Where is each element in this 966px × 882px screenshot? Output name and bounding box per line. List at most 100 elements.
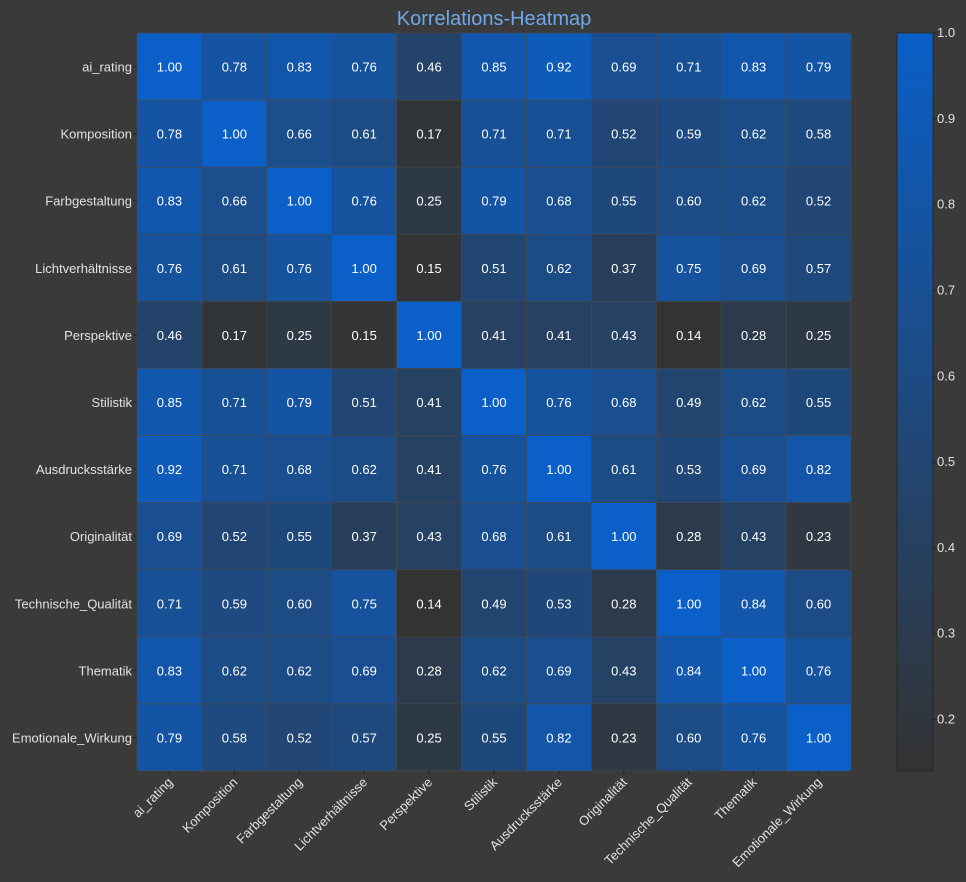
heatmap-cell <box>331 233 397 302</box>
cell-value-label: 0.62 <box>287 663 312 678</box>
cell-value-label: 1.00 <box>676 596 701 611</box>
cell-value-label: 0.28 <box>416 663 441 678</box>
cell-value-label: 1.00 <box>611 529 636 544</box>
heatmap-cell <box>526 636 592 705</box>
heatmap-cell <box>201 233 268 302</box>
heatmap-cell <box>266 636 333 705</box>
cell-value-label: 1.00 <box>546 462 571 477</box>
colorbar-tick-label: 0.8 <box>937 197 955 212</box>
cell-value-label: 0.75 <box>676 261 701 276</box>
cell-value-label: 0.61 <box>352 127 377 142</box>
cell-value-label: 0.66 <box>222 194 247 209</box>
cell-value-label: 0.71 <box>546 127 571 142</box>
heatmap-cell <box>266 233 333 302</box>
cell-value-label: 0.55 <box>611 194 636 209</box>
heatmap-cell <box>785 99 852 168</box>
cell-value-label: 0.41 <box>546 328 571 343</box>
heatmap-cell <box>396 435 462 503</box>
row-label: Thematik <box>79 663 133 678</box>
cell-value-label: 0.49 <box>481 596 506 611</box>
heatmap-cell <box>720 233 787 302</box>
cell-value-label: 0.61 <box>222 261 247 276</box>
heatmap-cell <box>720 502 787 571</box>
cell-value-label: 0.62 <box>481 663 506 678</box>
cell-value-label: 0.51 <box>352 395 377 410</box>
cell-value-label: 0.61 <box>611 462 636 477</box>
column-label: Komposition <box>179 775 240 836</box>
heatmap-cell <box>461 502 527 571</box>
cell-value-label: 0.55 <box>481 730 506 745</box>
cell-value-label: 0.49 <box>676 395 701 410</box>
heatmap-cell <box>526 166 592 235</box>
heatmap-cell <box>396 166 462 235</box>
cell-value-label: 0.62 <box>741 194 766 209</box>
colorbar-gradient <box>896 32 934 772</box>
cell-value-label: 0.66 <box>287 127 312 142</box>
heatmap-cell <box>136 166 203 235</box>
heatmap-cell <box>526 368 592 436</box>
heatmap-cell <box>331 435 397 503</box>
cell-value-label: 1.00 <box>481 395 506 410</box>
cell-value-label: 0.23 <box>806 529 831 544</box>
cell-value-label: 0.41 <box>416 395 441 410</box>
heatmap-cell <box>331 32 397 101</box>
heatmap-cell <box>526 435 592 503</box>
cell-value-label: 0.25 <box>416 194 441 209</box>
cell-value-label: 1.00 <box>287 194 312 209</box>
cell-value-label: 0.71 <box>157 596 182 611</box>
heatmap-cell <box>201 703 268 772</box>
cell-value-label: 1.00 <box>352 261 377 276</box>
column-label: Thematik <box>711 774 760 823</box>
cell-value-label: 0.60 <box>676 730 701 745</box>
cell-value-label: 0.58 <box>806 127 831 142</box>
heatmap-cell <box>331 703 397 772</box>
heatmap-cell <box>136 435 203 503</box>
cell-value-label: 0.51 <box>481 261 506 276</box>
cell-value-label: 0.68 <box>611 395 636 410</box>
colorbar-tick-label: 0.2 <box>937 712 955 727</box>
cell-value-label: 0.83 <box>741 60 766 75</box>
heatmap-cell <box>461 32 527 101</box>
cell-value-label: 0.79 <box>481 194 506 209</box>
heatmap-cell <box>331 301 397 369</box>
column-labels: ai_rating KompositionFarbgestaltungLichtv… <box>130 771 825 870</box>
cell-value-label: 0.76 <box>157 261 182 276</box>
heatmap-cell <box>526 502 592 571</box>
cell-value-label: 0.85 <box>157 395 182 410</box>
heatmap-cell <box>785 636 852 705</box>
row-label: Technische_Qualität <box>15 596 132 611</box>
heatmap-cell <box>461 435 527 503</box>
cell-value-label: 0.57 <box>352 730 377 745</box>
heatmap-cell <box>461 301 527 369</box>
heatmap-cell <box>655 301 722 369</box>
heatmap-cell <box>591 703 657 772</box>
heatmap-cell <box>201 368 268 436</box>
colorbar-tick-label: 0.4 <box>937 540 955 555</box>
cell-value-label: 0.78 <box>157 127 182 142</box>
cell-value-label: 0.71 <box>676 60 701 75</box>
cell-value-label: 0.85 <box>481 60 506 75</box>
heatmap-cell <box>396 233 462 302</box>
heatmap-cell <box>461 636 527 705</box>
heatmap-cell <box>591 32 657 101</box>
heatmap-cell <box>785 233 852 302</box>
cell-value-label: 0.69 <box>546 663 571 678</box>
cell-value-label: 1.00 <box>416 328 441 343</box>
cell-value-label: 0.28 <box>741 328 766 343</box>
heatmap-cell <box>591 636 657 705</box>
cell-value-label: 0.17 <box>416 127 441 142</box>
cell-value-label: 0.61 <box>546 529 571 544</box>
cell-value-label: 0.76 <box>352 194 377 209</box>
column-label: Stilistik <box>461 774 501 814</box>
heatmap-cell <box>266 435 333 503</box>
column-label: Originalität <box>575 774 630 829</box>
cell-value-label: 0.37 <box>611 261 636 276</box>
cell-value-label: 0.76 <box>741 730 766 745</box>
cell-value-label: 0.68 <box>287 462 312 477</box>
cell-value-label: 0.75 <box>352 596 377 611</box>
heatmap-cell <box>655 233 722 302</box>
row-labels: ai_rating Komposition Farbgestaltung Lichtv… <box>12 60 137 745</box>
cell-value-label: 0.25 <box>416 730 441 745</box>
cell-value-label: 0.14 <box>676 328 701 343</box>
heatmap-cell <box>720 703 787 772</box>
